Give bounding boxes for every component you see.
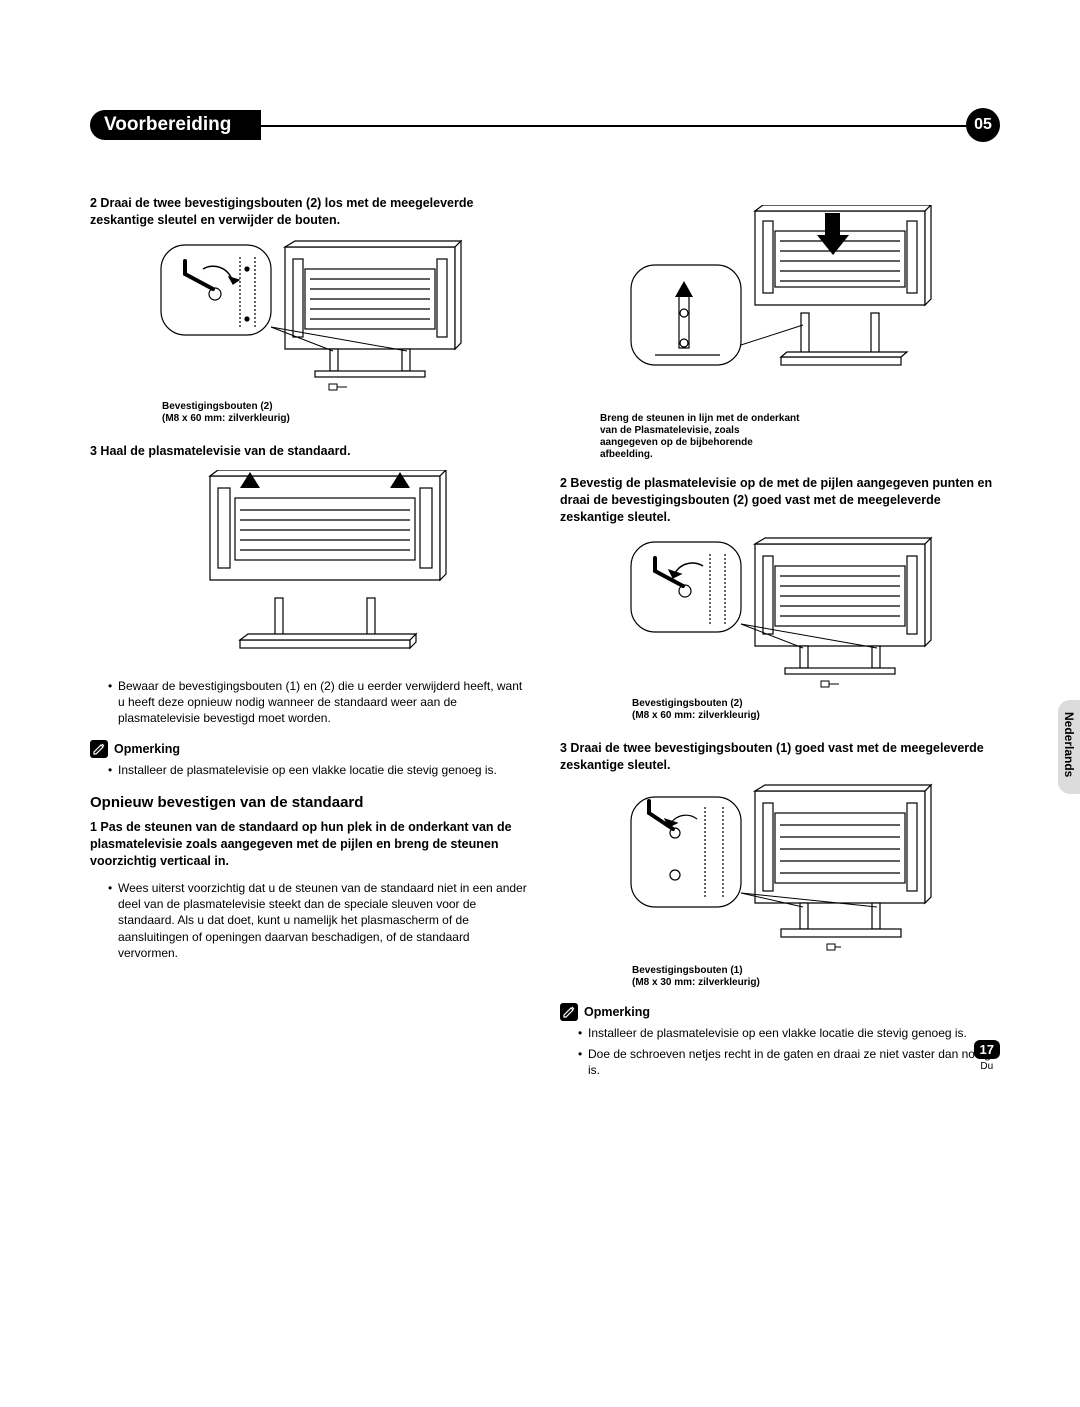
pencil-icon (90, 740, 108, 758)
diagram-remove-bolts (155, 239, 465, 399)
caption-line: (M8 x 60 mm: zilverkleurig) (162, 413, 290, 424)
note-bullets: Installeer de plasmatelevisie op een vla… (90, 762, 530, 778)
caption-bolts-1: Bevestigingsbouten (1) (M8 x 30 mm: zilv… (632, 965, 1000, 989)
reattach-bullets: Wees uiterst voorzichtig dat u de steune… (90, 880, 530, 961)
right-column: Breng de steunen in lijn met de onderkan… (560, 195, 1000, 1092)
page-lang-code: Du (974, 1061, 1000, 1072)
bullet-item: Installeer de plasmatelevisie op een vla… (108, 762, 530, 778)
caption-bolts-2: Bevestigingsbouten (2) (M8 x 60 mm: zilv… (162, 401, 530, 425)
page-number-value: 17 (974, 1040, 1000, 1059)
subheading-reattach: Opnieuw bevestigen van de standaard (90, 794, 530, 811)
step-3-right: 3 Draai de twee bevestigingsbouten (1) g… (560, 740, 1000, 774)
caption-bolts-2-right: Bevestigingsbouten (2) (M8 x 60 mm: zilv… (632, 698, 1000, 722)
note-header: Opmerking (90, 740, 530, 758)
bullet-item: Doe de schroeven netjes recht in de gate… (578, 1046, 1000, 1078)
diagram-fasten-bolts-2 (625, 536, 935, 696)
pencil-icon (560, 1003, 578, 1021)
note-label: Opmerking (114, 742, 180, 756)
diagram-lift-tv (180, 470, 460, 670)
bullet-item: Installeer de plasmatelevisie op een vla… (578, 1025, 1000, 1041)
reattach-step-1: 1 Pas de steunen van de standaard op hun… (90, 819, 530, 870)
step-3-left: 3 Haal de plasmatelevisie van de standaa… (90, 443, 530, 460)
diagram-fasten-bolts-1 (625, 783, 935, 963)
language-label: Nederlands (1062, 712, 1076, 777)
caption-align: Breng de steunen in lijn met de onderkan… (600, 413, 800, 461)
step-2-right: 2 Bevestig de plasmatelevisie op de met … (560, 475, 1000, 526)
chapter-title: Voorbereiding (90, 110, 261, 140)
note-header-right: Opmerking (560, 1003, 1000, 1021)
step-2-left: 2 Draai de twee bevestigingsbouten (2) l… (90, 195, 530, 229)
caption-line: (M8 x 60 mm: zilverkleurig) (632, 710, 760, 721)
header-rule (255, 125, 966, 127)
language-tab: Nederlands (1058, 700, 1080, 794)
note-label: Opmerking (584, 1005, 650, 1019)
note-bullets-right: Installeer de plasmatelevisie op een vla… (560, 1025, 1000, 1078)
page-number: 17 Du (974, 1040, 1000, 1072)
bullet-list: Bewaar de bevestigingsbouten (1) en (2) … (90, 678, 530, 727)
left-column: 2 Draai de twee bevestigingsbouten (2) l… (90, 195, 530, 1092)
caption-line: Bevestigingsbouten (2) (632, 698, 743, 709)
bullet-item: Bewaar de bevestigingsbouten (1) en (2) … (108, 678, 530, 727)
diagram-align-supports (625, 205, 935, 405)
chapter-number: 05 (966, 108, 1000, 142)
bullet-item: Wees uiterst voorzichtig dat u de steune… (108, 880, 530, 961)
chapter-header: Voorbereiding 05 (90, 110, 1000, 140)
caption-line: Bevestigingsbouten (2) (162, 401, 273, 412)
caption-line: Bevestigingsbouten (1) (632, 965, 743, 976)
caption-line: (M8 x 30 mm: zilverkleurig) (632, 977, 760, 988)
